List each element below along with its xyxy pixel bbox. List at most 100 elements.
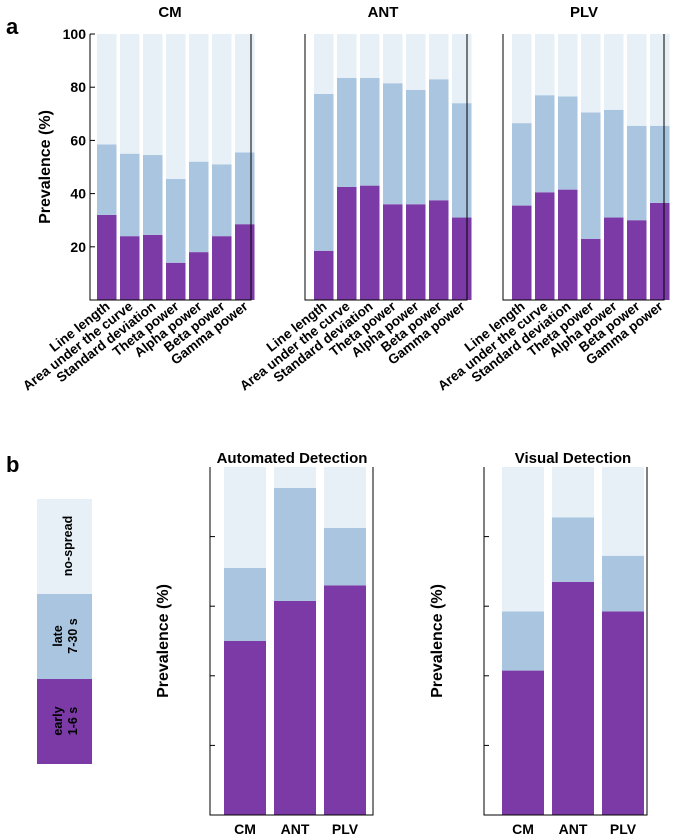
bar-late-theta-power bbox=[383, 83, 403, 205]
bar-no-spread-ant bbox=[552, 467, 594, 518]
bar-no-spread-line-length bbox=[97, 34, 117, 145]
bar-early-standard-deviation bbox=[558, 189, 578, 300]
bar-early-line-length bbox=[512, 205, 532, 300]
y-tick-label-40: 40 bbox=[70, 186, 86, 202]
bar-early-theta-power bbox=[166, 262, 186, 300]
y-axis-label: Prevalence (%) bbox=[37, 110, 54, 224]
bar-late-standard-deviation bbox=[558, 96, 578, 190]
bar-early-standard-deviation bbox=[360, 185, 380, 300]
bar-no-spread-beta-power bbox=[627, 34, 647, 126]
bar-late-beta-power bbox=[212, 164, 232, 237]
legend-label-early-line1: early bbox=[51, 706, 65, 735]
bar-late-area-under-the-curve bbox=[120, 153, 140, 237]
bar-early-ant bbox=[552, 581, 594, 815]
y-tick-label-60: 60 bbox=[70, 132, 86, 148]
bar-early-gamma-power bbox=[235, 224, 255, 300]
bar-early-plv bbox=[602, 611, 644, 815]
bar-early-standard-deviation bbox=[143, 234, 163, 300]
x-tick-label-ant: ANT bbox=[559, 821, 588, 837]
bar-no-spread-standard-deviation bbox=[360, 34, 380, 78]
axes-frame bbox=[209, 467, 374, 816]
bar-late-line-length bbox=[314, 93, 334, 251]
bar-late-ant bbox=[552, 517, 594, 582]
bar-late-beta-power bbox=[627, 125, 647, 221]
legend-swatch-early bbox=[37, 679, 92, 764]
bar-early-line-length bbox=[97, 214, 117, 300]
bar-late-standard-deviation bbox=[143, 155, 163, 235]
bar-late-gamma-power bbox=[650, 125, 670, 203]
bar-late-alpha-power bbox=[604, 109, 624, 218]
bar-early-area-under-the-curve bbox=[535, 192, 555, 300]
legend-swatch-no-spread bbox=[37, 499, 92, 594]
x-tick-label-cm: CM bbox=[512, 821, 534, 837]
x-tick-label-plv: PLV bbox=[332, 821, 359, 837]
bar-no-spread-line-length bbox=[512, 34, 532, 124]
bar-late-beta-power bbox=[429, 79, 449, 201]
bar-no-spread-theta-power bbox=[581, 34, 601, 113]
panel-label-b: b bbox=[6, 452, 19, 477]
bar-no-spread-gamma-power bbox=[452, 34, 472, 104]
bar-no-spread-alpha-power bbox=[406, 34, 426, 90]
bar-late-line-length bbox=[97, 144, 117, 215]
y-tick-label-20: 20 bbox=[70, 239, 86, 255]
bar-no-spread-gamma-power bbox=[650, 34, 670, 126]
bar-no-spread-beta-power bbox=[429, 34, 449, 80]
bar-early-alpha-power bbox=[604, 217, 624, 300]
axes-frame bbox=[304, 34, 468, 301]
bar-late-cm bbox=[224, 567, 266, 641]
bar-late-theta-power bbox=[166, 178, 186, 263]
bar-no-spread-cm bbox=[224, 467, 266, 568]
legend-label-late-line1: late bbox=[51, 625, 65, 647]
axes-frame bbox=[483, 467, 648, 816]
bar-no-spread-theta-power bbox=[383, 34, 403, 84]
bar-early-beta-power bbox=[627, 220, 647, 300]
bar-no-spread-alpha-power bbox=[189, 34, 209, 162]
y-axis-label: Prevalence (%) bbox=[155, 584, 172, 698]
bar-no-spread-area-under-the-curve bbox=[535, 34, 555, 96]
legend-label-no-spread: no-spread bbox=[61, 516, 75, 576]
y-axis-label: Prevalence (%) bbox=[429, 584, 446, 698]
bar-late-line-length bbox=[512, 123, 532, 206]
axes-frame bbox=[89, 34, 252, 301]
chart-title: Automated Detection bbox=[217, 450, 368, 467]
bar-early-alpha-power bbox=[189, 252, 209, 300]
chart-b-visual: Visual Detection CM ANT PLV Prevalence (%) bbox=[429, 450, 648, 837]
bar-no-spread-ant bbox=[274, 467, 316, 488]
bar-early-area-under-the-curve bbox=[120, 236, 140, 300]
bar-early-beta-power bbox=[212, 236, 232, 300]
bar-late-alpha-power bbox=[406, 89, 426, 205]
bar-late-gamma-power bbox=[235, 152, 255, 225]
bar-early-area-under-the-curve bbox=[337, 186, 357, 300]
bar-no-spread-gamma-power bbox=[235, 34, 255, 153]
axes-frame bbox=[502, 34, 665, 301]
y-tick-label-80: 80 bbox=[70, 79, 86, 95]
bar-early-theta-power bbox=[383, 204, 403, 300]
x-tick-label-cm: CM bbox=[234, 821, 256, 837]
bar-early-gamma-power bbox=[452, 217, 472, 300]
chart-title: PLV bbox=[570, 4, 598, 21]
bar-early-alpha-power bbox=[406, 204, 426, 300]
bar-no-spread-area-under-the-curve bbox=[120, 34, 140, 154]
bar-late-cm bbox=[502, 611, 544, 671]
bar-no-spread-beta-power bbox=[212, 34, 232, 165]
bar-early-line-length bbox=[314, 250, 334, 300]
legend-swatch-late bbox=[37, 594, 92, 679]
chart-b-auto: Automated Detection CM ANT PLV Prevalence (%… bbox=[155, 450, 374, 837]
bar-late-plv bbox=[602, 555, 644, 612]
bar-early-plv bbox=[324, 585, 366, 815]
x-tick-label-plv: PLV bbox=[610, 821, 637, 837]
legend-label-late-line2: 7-30 s bbox=[66, 618, 80, 653]
bar-no-spread-standard-deviation bbox=[143, 34, 163, 156]
bar-no-spread-line-length bbox=[314, 34, 334, 94]
bar-early-beta-power bbox=[429, 200, 449, 300]
x-tick-label-ant: ANT bbox=[281, 821, 310, 837]
bar-late-alpha-power bbox=[189, 161, 209, 253]
bar-early-cm bbox=[502, 670, 544, 815]
chart-title: CM bbox=[158, 4, 181, 21]
legend-label-early-line2: 1-6 s bbox=[66, 707, 80, 736]
bar-late-plv bbox=[324, 527, 366, 586]
